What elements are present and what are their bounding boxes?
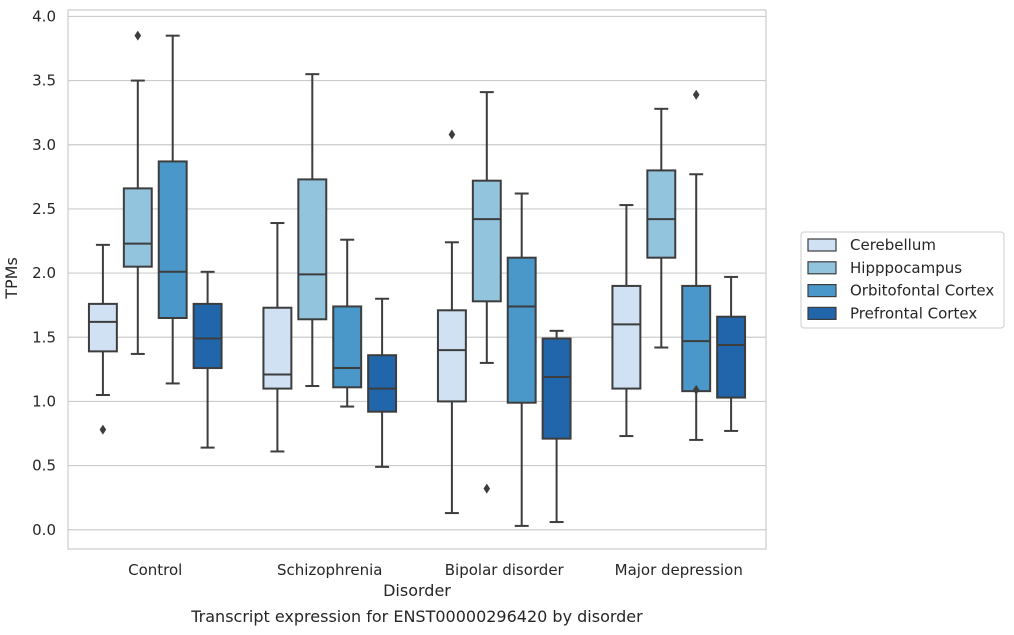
- x-tick-labels: Control Schizophrenia Bipolar disorder Majo…: [128, 561, 743, 579]
- box-body: [436, 309, 467, 403]
- outlier-point: [692, 384, 700, 395]
- x-axis-label: Disorder: [383, 581, 451, 600]
- legend-label-3: Prefrontal Cortex: [850, 304, 977, 322]
- y-tick-label-4: 2.0: [32, 264, 56, 282]
- box-body: [471, 179, 502, 303]
- box-hipppocampus-3: [646, 107, 677, 349]
- y-tick-label-0: 0.0: [32, 521, 56, 539]
- legend-frame: [800, 231, 1005, 329]
- box-series: [87, 30, 747, 527]
- outlier-point: [448, 129, 456, 140]
- y-tick-label-6: 3.0: [32, 136, 56, 154]
- outlier-point: [692, 89, 700, 100]
- box-orbitofontal-cortex-1: [332, 238, 363, 408]
- legend-swatch-1: [807, 261, 837, 275]
- box-hipppocampus-0: [122, 30, 153, 355]
- box-cerebellum-1: [262, 222, 293, 453]
- box-hipppocampus-2: [471, 91, 502, 494]
- box-body: [716, 315, 747, 399]
- box-prefrontal-cortex-3: [716, 275, 747, 432]
- x-tick-label-3: Major depression: [615, 561, 743, 579]
- legend-swatch-2: [807, 284, 837, 298]
- box-body: [541, 337, 572, 440]
- x-tick-label-0: Control: [128, 561, 182, 579]
- legend-label-1: Hipppocampus: [850, 259, 962, 277]
- plot-area: [67, 9, 767, 550]
- legend-swatch-0: [807, 238, 837, 252]
- x-tick-label-1: Schizophrenia: [277, 561, 382, 579]
- box-body: [681, 284, 712, 393]
- legend-swatch-3: [807, 306, 837, 320]
- grid-lines: [68, 15, 766, 531]
- box-body: [192, 302, 223, 370]
- plot-frame: [67, 9, 767, 550]
- box-orbitofontal-cortex-0: [157, 34, 188, 385]
- box-cerebellum-3: [611, 204, 642, 438]
- legend-label-2: Orbitofontal Cortex: [850, 282, 994, 300]
- box-cerebellum-0: [87, 243, 118, 435]
- y-tick-label-7: 3.5: [32, 72, 56, 90]
- box-body: [646, 169, 677, 259]
- box-hipppocampus-1: [297, 73, 328, 388]
- figure-caption: Transcript expression for ENST0000029642…: [190, 607, 643, 626]
- y-axis-label: TPMs: [2, 257, 21, 300]
- box-prefrontal-cortex-0: [192, 270, 223, 449]
- legend: Cerebellum Hipppocampus Orbitofontal Corte…: [800, 231, 1005, 329]
- box-prefrontal-cortex-1: [367, 297, 398, 468]
- box-body: [157, 160, 188, 319]
- box-cerebellum-2: [436, 129, 467, 515]
- box-body: [332, 305, 363, 389]
- y-tick-labels: 0.0 0.5 1.0 1.5 2.0 2.5 3.0 3.5 4.0: [32, 7, 56, 538]
- y-tick-label-3: 1.5: [32, 328, 56, 346]
- box-body: [297, 178, 328, 321]
- box-prefrontal-cortex-2: [541, 329, 572, 524]
- y-tick-label-2: 1.0: [32, 392, 56, 410]
- box-body: [262, 306, 293, 390]
- y-tick-label-1: 0.5: [32, 457, 56, 475]
- box-body: [367, 354, 398, 413]
- y-tick-label-5: 2.5: [32, 200, 56, 218]
- outlier-point: [99, 424, 107, 435]
- outlier-point: [134, 30, 142, 41]
- legend-label-0: Cerebellum: [850, 236, 936, 254]
- box-body: [611, 284, 642, 390]
- box-body: [506, 256, 537, 404]
- box-body: [87, 302, 118, 353]
- box-orbitofontal-cortex-3: [681, 89, 712, 441]
- box-body: [122, 187, 153, 268]
- box-orbitofontal-cortex-2: [506, 192, 537, 527]
- outlier-point: [483, 483, 491, 494]
- y-tick-label-8: 4.0: [32, 7, 56, 25]
- x-tick-label-2: Bipolar disorder: [445, 561, 565, 579]
